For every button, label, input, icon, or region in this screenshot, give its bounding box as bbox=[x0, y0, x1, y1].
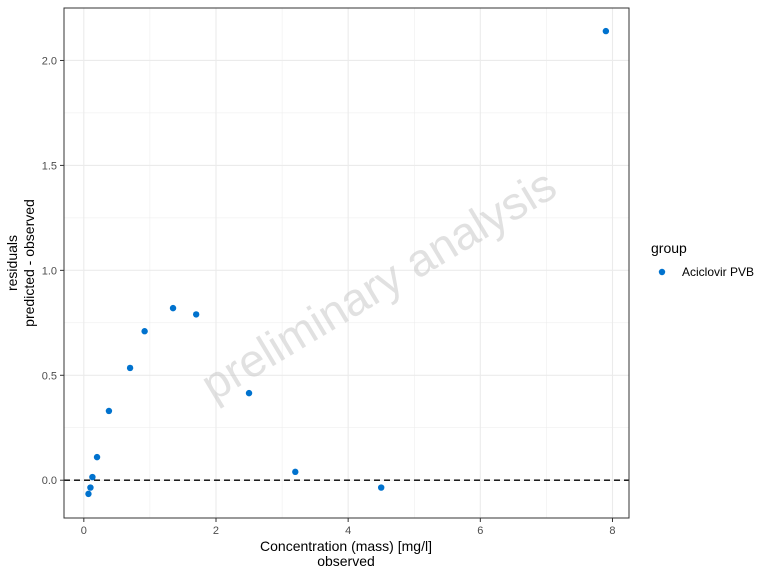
x-axis-ticks: 0 2 4 6 8 bbox=[81, 518, 616, 537]
data-point bbox=[192, 311, 200, 318]
y-tick-label: 0.5 bbox=[42, 370, 57, 382]
legend-label-aciclovir-pvb: Aciclovir PVB bbox=[682, 265, 754, 279]
data-point bbox=[377, 484, 385, 491]
legend-swatch-aciclovir-pvb bbox=[658, 268, 666, 276]
data-point bbox=[169, 304, 177, 312]
y-axis-subtitle: predicted - observed bbox=[21, 199, 37, 327]
x-tick-label: 0 bbox=[81, 525, 87, 537]
plot-panel-border bbox=[63, 7, 630, 519]
grid-lines bbox=[64, 8, 629, 518]
x-tick-label: 8 bbox=[609, 525, 615, 537]
data-point bbox=[105, 407, 113, 415]
data-points bbox=[85, 27, 610, 498]
data-point bbox=[292, 468, 299, 476]
y-tick-label: 1.5 bbox=[42, 160, 57, 172]
x-tick-label: 4 bbox=[345, 525, 351, 537]
data-point bbox=[141, 328, 148, 335]
y-tick-label: 0.0 bbox=[42, 475, 57, 487]
x-tick-label: 6 bbox=[477, 525, 483, 537]
x-axis-subtitle: observed bbox=[317, 553, 375, 569]
plot-panel bbox=[64, 8, 629, 518]
data-point bbox=[245, 389, 253, 397]
legend-title: group bbox=[651, 240, 687, 256]
y-axis-ticks: 0.0 0.5 1.0 1.5 2.0 bbox=[42, 55, 64, 487]
y-axis-title: residuals bbox=[4, 235, 20, 291]
data-point bbox=[85, 490, 92, 498]
data-point bbox=[93, 453, 101, 461]
legend: group Aciclovir PVB bbox=[651, 240, 754, 279]
x-axis-title: Concentration (mass) [mg/l] bbox=[260, 538, 432, 554]
data-point bbox=[89, 473, 96, 481]
x-tick-label: 2 bbox=[213, 525, 219, 537]
data-point bbox=[87, 484, 94, 491]
y-tick-label: 2.0 bbox=[42, 55, 57, 67]
y-tick-label: 1.0 bbox=[42, 265, 57, 277]
data-point bbox=[126, 364, 134, 372]
data-point bbox=[602, 27, 610, 35]
